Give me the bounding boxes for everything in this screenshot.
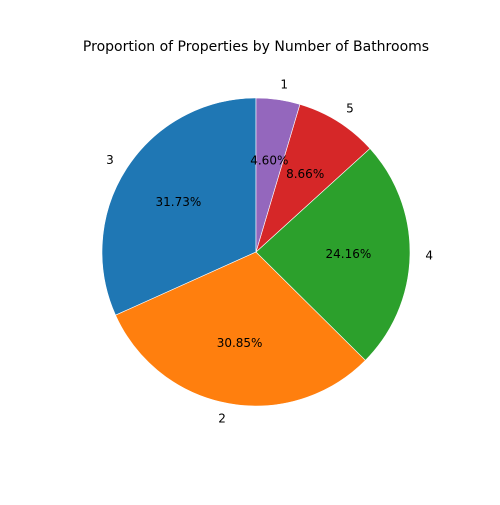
pie-slice-2	[115, 251, 366, 407]
pie-labels: 3 31.73% 2 30.85% 4 24.16% 5 8.66% 1 4.60%	[106, 77, 433, 425]
slice-label-5: 5	[346, 102, 354, 116]
slice-label-1: 1	[280, 77, 288, 91]
slice-percent-3: 31.73%	[156, 195, 202, 209]
slice-percent-1: 4.60%	[250, 154, 288, 168]
pie-slice-3	[101, 97, 257, 316]
pie-slice-5	[255, 104, 371, 253]
slice-label-3: 3	[106, 153, 114, 167]
pie-slice-4	[255, 148, 411, 361]
pie-slice-1	[255, 97, 301, 253]
slice-percent-2: 30.85%	[217, 336, 263, 350]
chart-title: Proportion of Properties by Number of Ba…	[83, 39, 429, 55]
slice-percent-4: 24.16%	[325, 247, 371, 261]
slice-label-4: 4	[425, 249, 433, 263]
pie-slices	[101, 97, 411, 407]
slice-percent-5: 8.66%	[286, 167, 324, 181]
slice-label-2: 2	[218, 412, 226, 426]
